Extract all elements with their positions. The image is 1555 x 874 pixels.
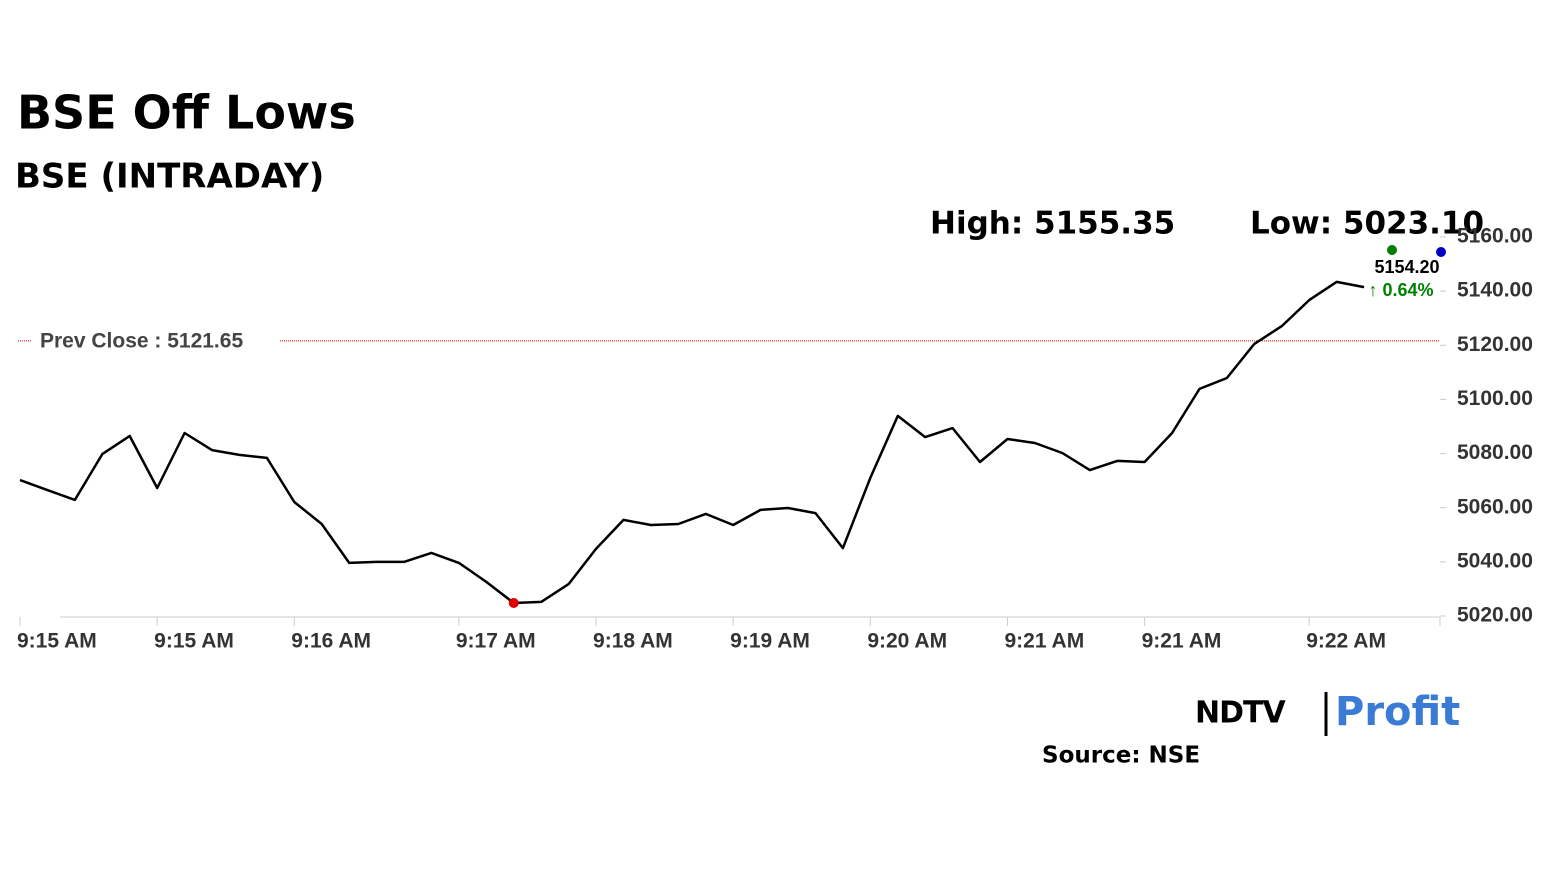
x-tick-label: 9:20 AM (867, 630, 947, 653)
price-line (19, 280, 1365, 605)
logo-ndtv: NDTV (1195, 696, 1286, 731)
y-tick-label: 5060.00 (1457, 495, 1533, 518)
x-tick-label: 9:15 AM (17, 630, 97, 653)
source: Source: NSE (1042, 743, 1200, 769)
low-dot (1436, 247, 1446, 257)
x-tick-label: 9:19 AM (730, 630, 810, 653)
change: ↑ 0.64% (1368, 280, 1433, 300)
last-value: 5154.20 (1374, 257, 1439, 277)
y-tick-label: 5160.00 (1457, 225, 1533, 248)
high-label: High: 5155.35 (930, 206, 1175, 242)
y-tick-label: 5040.00 (1457, 549, 1533, 572)
high-dot (1387, 245, 1397, 255)
y-tick-label: 5100.00 (1457, 387, 1533, 410)
y-tick-label: 5120.00 (1457, 333, 1533, 356)
prev-close-label: Prev Close : 5121.65 (40, 329, 243, 352)
y-tick-label: 5080.00 (1457, 441, 1533, 464)
x-tick-label: 9:18 AM (593, 630, 673, 653)
x-tick-label: 9:21 AM (1004, 630, 1084, 653)
prev-close-bg (32, 326, 280, 355)
chart-subtitle: BSE (INTRADAY) (15, 157, 324, 197)
x-tick-label: 9:17 AM (456, 630, 536, 653)
low-point (508, 598, 519, 609)
x-tick-label: 9:15 AM (154, 630, 234, 653)
x-tick-label: 9:16 AM (291, 630, 371, 653)
x-tick-label: 9:21 AM (1142, 630, 1222, 653)
y-tick-label: 5020.00 (1457, 604, 1533, 627)
logo-profit: Profit (1335, 689, 1460, 735)
y-tick-label: 5140.00 (1457, 279, 1533, 302)
x-tick-label: 9:22 AM (1306, 630, 1386, 653)
low-label: Low: 5023.10 (1250, 206, 1484, 242)
chart-title: BSE Off Lows (17, 86, 356, 140)
